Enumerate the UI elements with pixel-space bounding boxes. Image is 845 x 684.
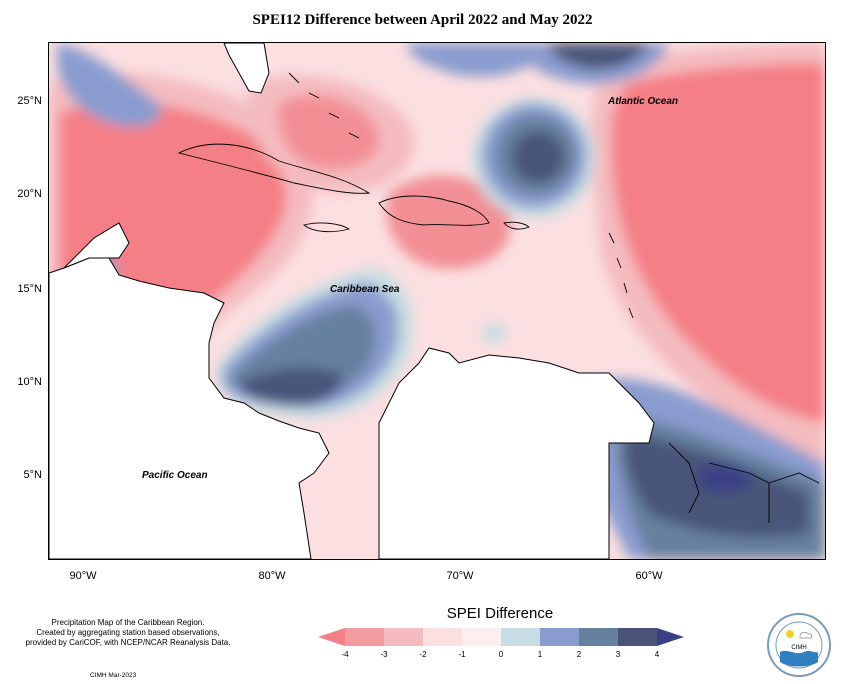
sun-icon	[786, 630, 794, 638]
legend-tick: -3	[380, 650, 388, 659]
legend-tick: -1	[458, 650, 466, 659]
lon-label-90w: 90°W	[69, 570, 97, 582]
credits-line-1: Precipitation Map of the Caribbean Regio…	[51, 618, 205, 627]
credits-line-2: Created by aggregating station based obs…	[36, 628, 220, 637]
legend-tick: -4	[341, 650, 349, 659]
legend-tick: 0	[498, 650, 504, 659]
legend-swatch	[657, 628, 684, 646]
lat-label-20n: 20°N	[17, 188, 42, 200]
legend-tick: 3	[615, 650, 621, 659]
water-icon	[780, 650, 818, 667]
legend-swatch	[318, 628, 345, 646]
field-minus4-east	[611, 63, 825, 423]
field-plus4-se	[696, 464, 752, 492]
legend-swatch	[423, 628, 462, 646]
land-masses	[49, 43, 655, 559]
legend-swatch	[501, 628, 540, 646]
puerto-rico-outline	[503, 221, 530, 230]
credits-line-3: provided by CariCOF, with NCEP/NCAR Rean…	[25, 638, 231, 647]
legend-swatch	[540, 628, 579, 646]
field-plus3-topright	[549, 43, 649, 70]
pacific-ocean-label: Pacific Ocean	[142, 470, 208, 481]
legend-swatch	[384, 628, 423, 646]
caribbean-sea-label: Caribbean Sea	[330, 284, 400, 295]
legend-tick: 1	[537, 650, 543, 659]
legend-tick: 4	[654, 650, 660, 659]
field-minus3-hispaniola	[386, 175, 511, 269]
legend-swatch	[462, 628, 501, 646]
legend-swatch	[345, 628, 384, 646]
field-plus3-central	[512, 131, 564, 183]
yucatan	[63, 222, 130, 269]
lon-label-80w: 80°W	[258, 570, 286, 582]
field-minus3-north	[278, 94, 380, 170]
field-plus1-nw	[57, 43, 161, 127]
cimh-logo: CIMH	[766, 612, 832, 678]
lon-label-70w: 70°W	[446, 570, 474, 582]
legend-bar	[318, 628, 684, 646]
color-legend: -4 -3 -2 -1 0 1 2 3 4	[318, 628, 686, 664]
field-plus3-sw	[239, 367, 342, 405]
legend-swatch	[618, 628, 657, 646]
map-panel	[48, 42, 826, 560]
south-america	[378, 347, 655, 559]
logo-text: CIMH	[791, 645, 806, 651]
lat-label-25n: 25°N	[17, 95, 42, 107]
hispaniola-outline	[378, 195, 490, 226]
cloud-icon	[799, 631, 813, 639]
jamaica-outline	[303, 222, 351, 233]
lesser-antilles-outline	[608, 232, 634, 319]
florida	[223, 43, 270, 94]
legend-title: SPEI Difference	[446, 605, 554, 622]
cuba-outline	[177, 143, 371, 194]
lon-label-60w: 60°W	[635, 570, 663, 582]
legend-swatch	[579, 628, 618, 646]
atlantic-ocean-label: Atlantic Ocean	[608, 96, 679, 107]
legend-tick: 2	[576, 650, 582, 659]
cimh-logo-graphic: CIMH	[767, 613, 831, 677]
lat-label-5n: 5°N	[23, 469, 42, 481]
map-title: SPEI12 Difference between April 2022 and…	[252, 12, 593, 28]
field-minus4-gulf	[59, 102, 287, 313]
lat-label-15n: 15°N	[17, 283, 42, 295]
credits: Precipitation Map of the Caribbean Regio…	[8, 618, 248, 648]
field-zero-abc	[482, 323, 506, 343]
central-america	[49, 257, 330, 559]
bahamas-outline	[288, 72, 360, 139]
field-plus1-top	[408, 43, 549, 77]
island-outlines	[177, 72, 820, 523]
guianas-borders	[668, 442, 820, 523]
footer-date: CIMH Mar-2023	[90, 672, 137, 679]
legend-tick: -2	[419, 650, 427, 659]
spei-map	[49, 43, 825, 559]
lat-label-10n: 10°N	[17, 376, 42, 388]
